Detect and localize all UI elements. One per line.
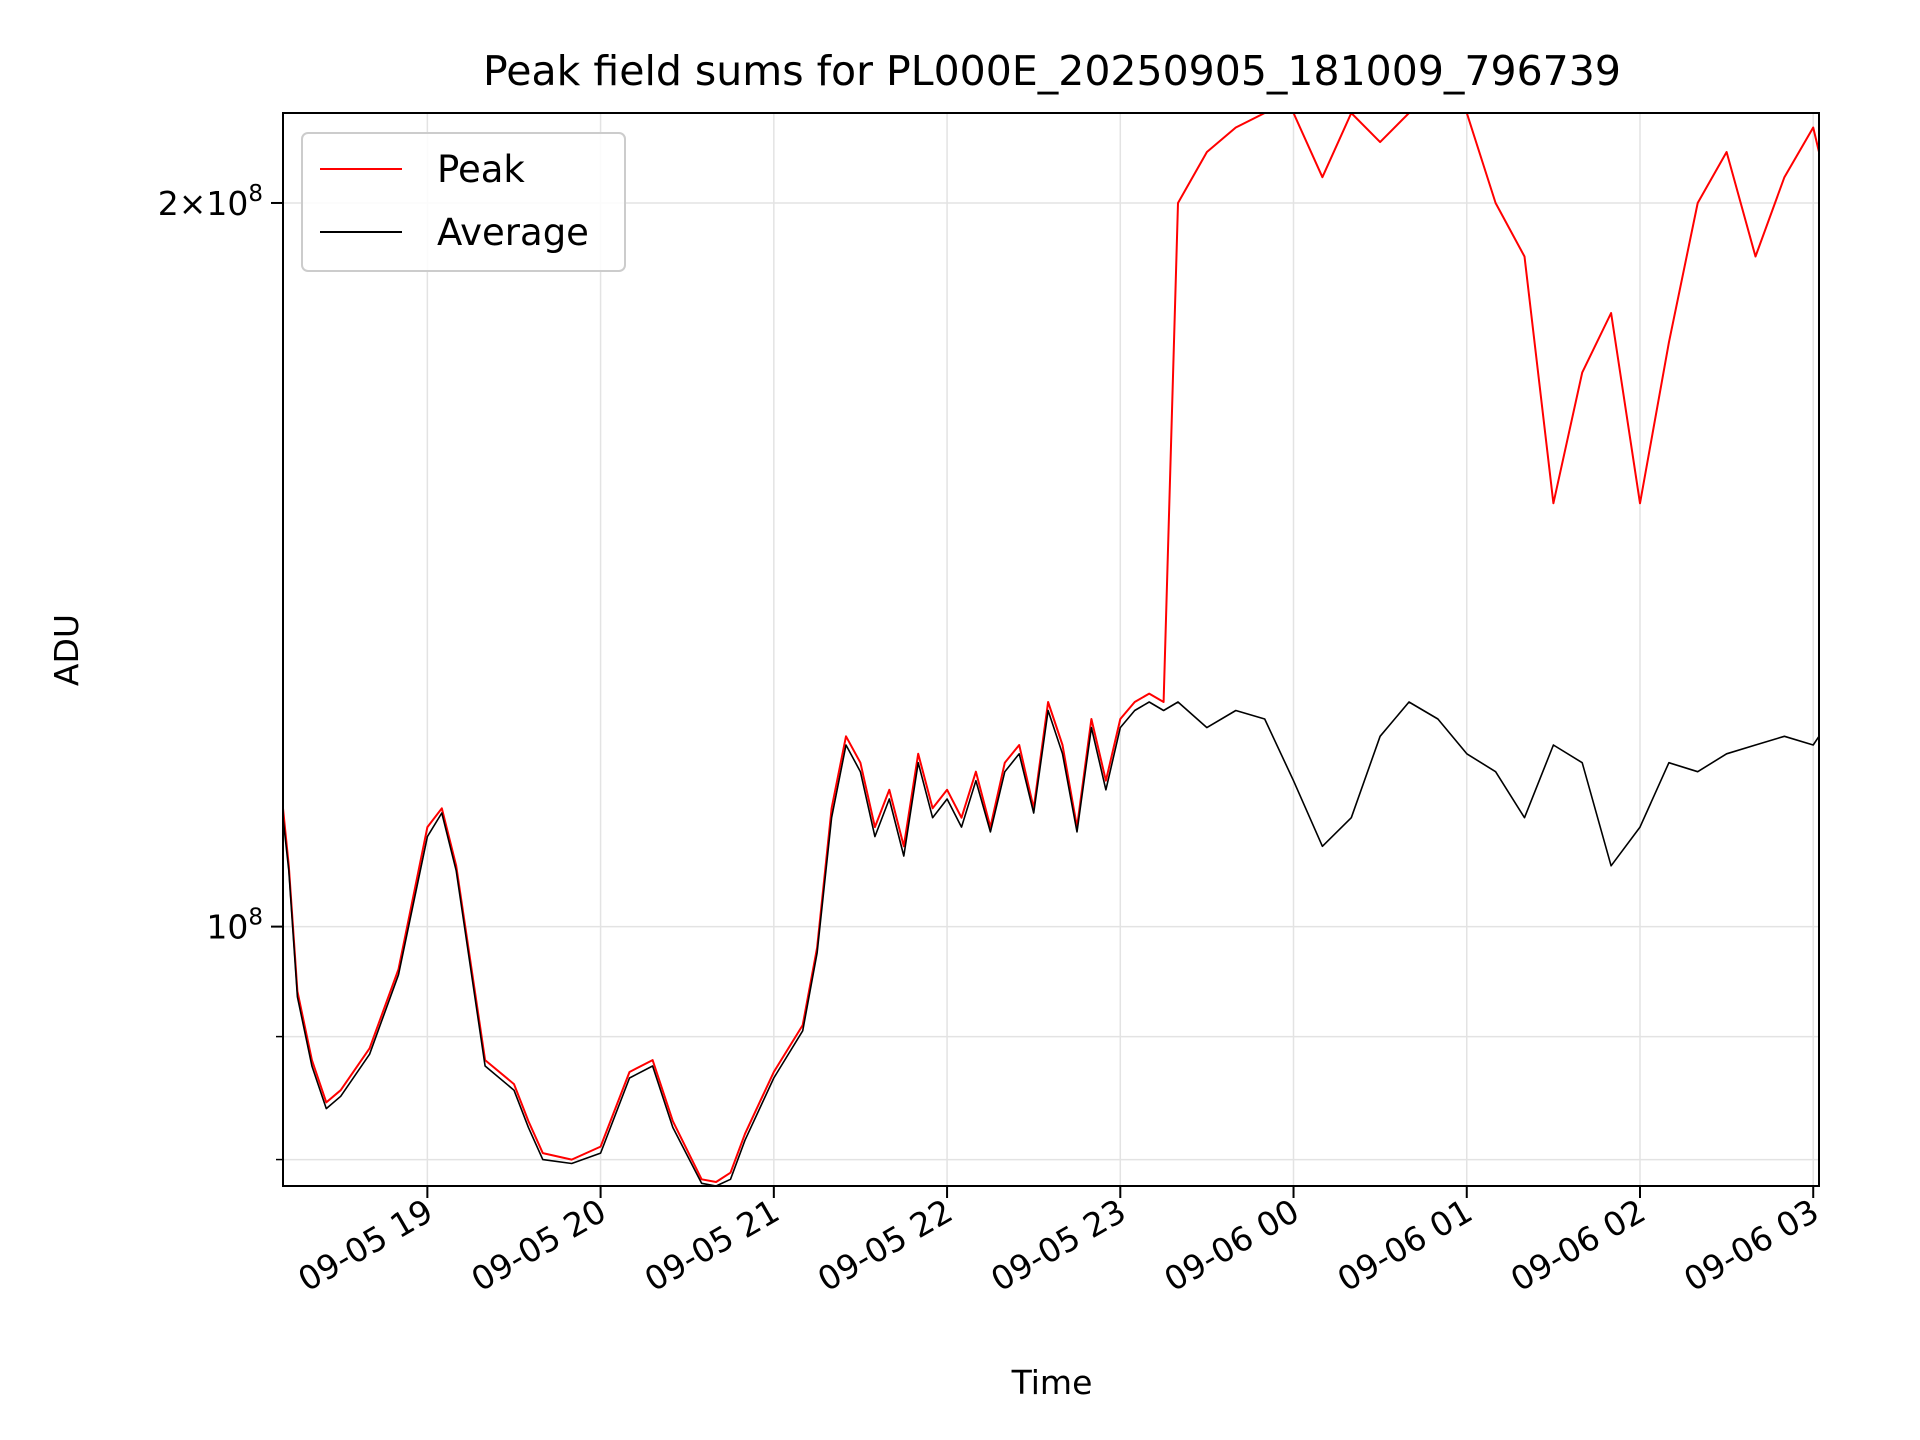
y-tick-base: 10 [206,184,248,223]
y-tick-label: 108 [206,905,263,947]
y-tick-exponent: 8 [248,181,263,207]
legend-box [301,132,626,272]
y-tick-times: × [179,184,207,223]
series-line-average [283,701,1819,1186]
y-tick-exponent: 8 [248,905,263,931]
y-axis-label: ADU [47,614,86,686]
series-layer [283,113,1819,1186]
legend: Peak Average [301,132,626,272]
x-axis-label: Time [1011,1363,1093,1402]
grid [283,113,1819,1186]
legend-label-average: Average [437,211,589,254]
legend-label-peak: Peak [437,148,525,191]
series-line-peak [283,113,1819,1183]
plot-frame [282,112,1820,1187]
chart-title: Peak field sums for PL000E_20250905_1810… [483,47,1621,95]
y-tick-base: 10 [206,908,248,947]
y-tick-mantissa: 2 [158,184,179,223]
y-tick-label: 2×108 [158,181,263,223]
